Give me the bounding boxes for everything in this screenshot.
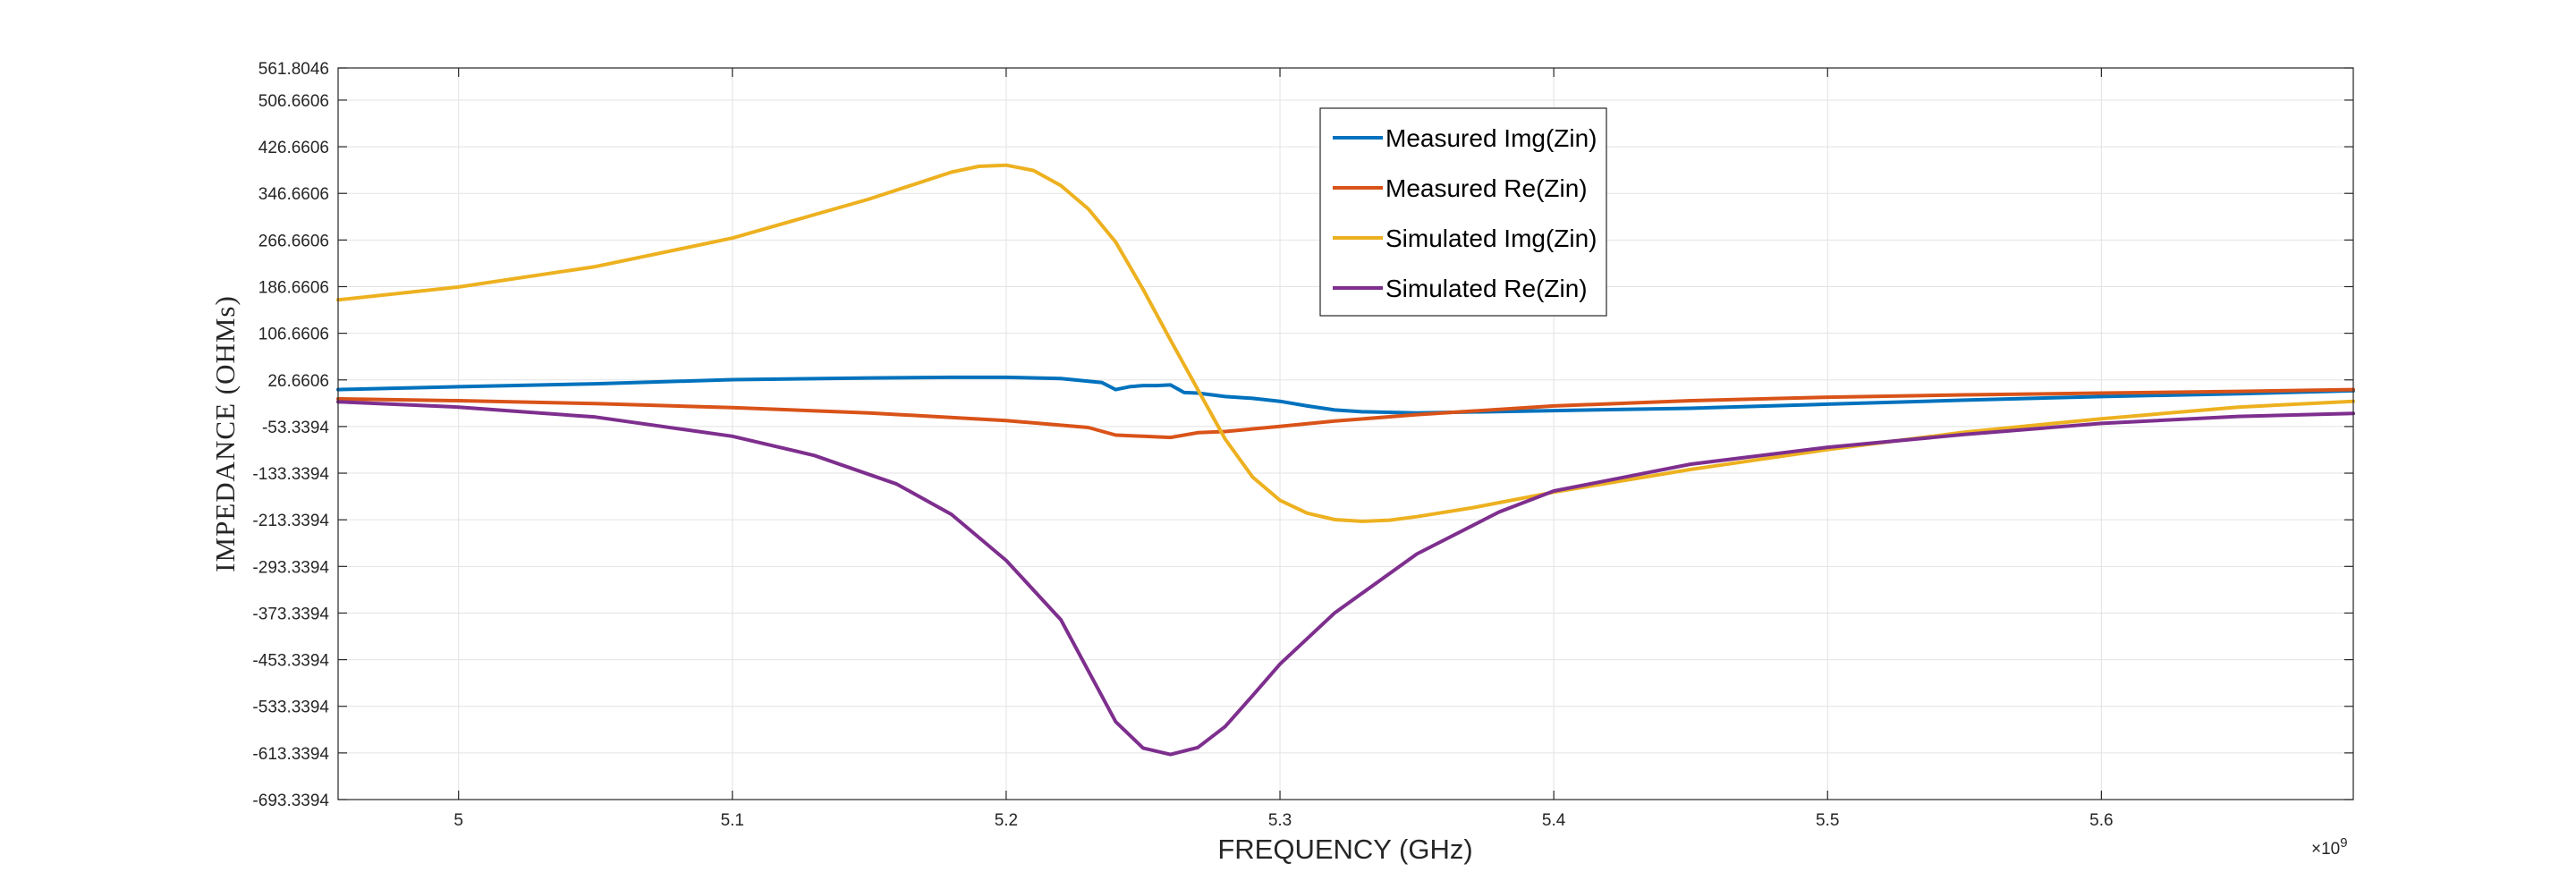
x-tick-label: 5.2 <box>995 811 1018 830</box>
x-exponent-base: ×10 <box>2311 840 2340 859</box>
legend-label-3: Simulated Img(Zin) <box>1385 224 1597 252</box>
x-exponent-power: 9 <box>2340 835 2347 851</box>
x-tick-label: 5.1 <box>721 811 744 830</box>
y-tick-label: 346.6606 <box>258 185 329 204</box>
y-tick-label: 106.6606 <box>258 326 329 344</box>
y-tick-label: 561.8046 <box>258 60 329 79</box>
x-tick-label: 5 <box>453 811 463 830</box>
legend-label-2: Measured Re(Zin) <box>1385 174 1588 202</box>
y-tick-label: 506.6606 <box>258 92 329 111</box>
legend-box <box>1319 107 1607 317</box>
legend: Measured Img(Zin) Measured Re(Zin) Simulat… <box>1319 107 1607 317</box>
y-tick-label: -213.3394 <box>252 512 329 530</box>
y-tick-label: -453.3394 <box>252 652 329 671</box>
legend-label-4: Simulated Re(Zin) <box>1385 275 1588 302</box>
plot-frame <box>337 67 2354 800</box>
label-layer: FREQUENCY (GHz) IMPEDANCE (OHMs) ×109 <box>209 295 2348 865</box>
x-tick-label: 5.4 <box>1542 811 1566 830</box>
tick-layer: -693.3394 -613.3394 -533.3394 -453.3394 -373… <box>252 60 2353 830</box>
series-line-3 <box>336 163 2355 523</box>
y-tick-label: -133.3394 <box>252 465 329 484</box>
y-tick-label: -373.3394 <box>252 605 329 623</box>
y-tick-label: -53.3394 <box>262 419 329 437</box>
y-axis-label: IMPEDANCE (OHMs) <box>209 295 241 572</box>
y-tick-label: 426.6606 <box>258 139 329 157</box>
y-tick-label: -613.3394 <box>252 745 329 764</box>
y-tick-label: -533.3394 <box>252 698 329 717</box>
series-line-1 <box>336 375 2355 415</box>
x-tick-label: 5.5 <box>1816 811 1839 830</box>
y-tick-label: 186.6606 <box>258 278 329 297</box>
series-line-2 <box>336 387 2355 440</box>
x-tick-label: 5.6 <box>2089 811 2113 830</box>
y-tick-label: 26.6606 <box>267 372 329 391</box>
legend-label-1: Measured Img(Zin) <box>1385 124 1597 152</box>
y-tick-label: -293.3394 <box>252 558 329 577</box>
y-tick-label: -693.3394 <box>252 792 329 810</box>
y-tick-label: 266.6606 <box>258 232 329 250</box>
series-layer <box>336 163 2355 757</box>
x-tick-label: 5.3 <box>1268 811 1292 830</box>
x-exponent-label: ×109 <box>2311 835 2348 859</box>
x-axis-label: FREQUENCY (GHz) <box>1217 834 1472 865</box>
series-line-4 <box>336 400 2355 757</box>
